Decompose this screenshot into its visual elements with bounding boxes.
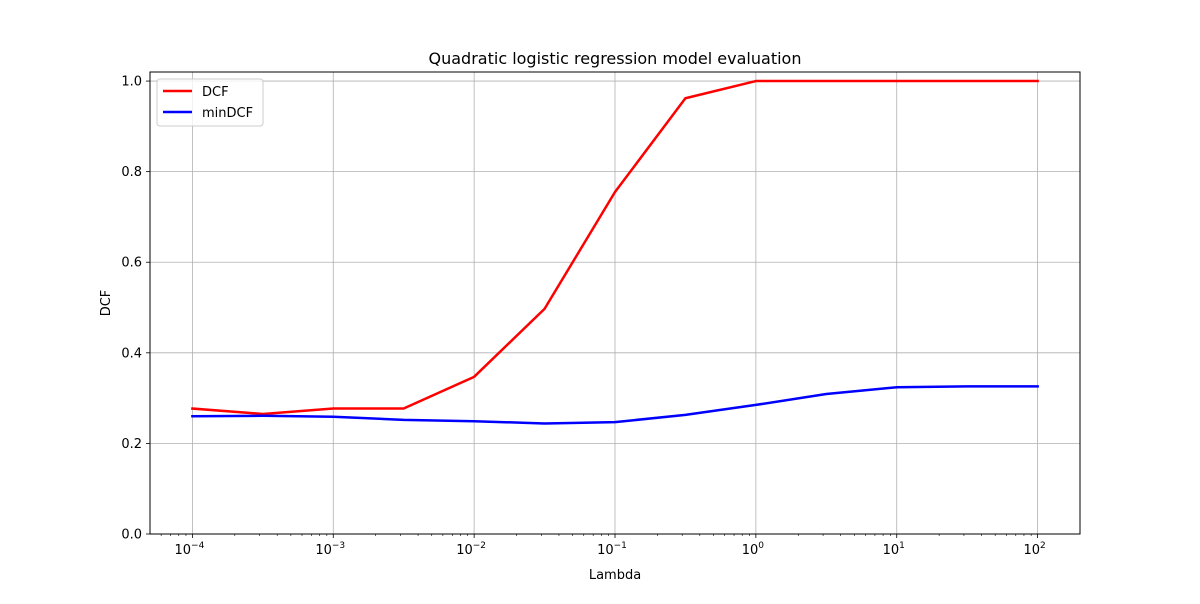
legend-label-dcf: DCF [202,85,229,100]
y-tick-label: 0.6 [121,256,142,271]
x-axis-label: Lambda [589,568,641,583]
series-line-dcf [191,79,1039,416]
y-axis-label: DCF [99,290,114,317]
series-layer [191,79,1039,425]
y-tick-label: 0.2 [121,437,142,452]
y-tick-label: 0.0 [121,528,142,543]
chart-title: Quadratic logistic regression model eval… [429,49,802,68]
legend-label-mindcf: minDCF [202,106,253,121]
y-tick-label: 1.0 [121,75,142,90]
y-tick-label: 0.8 [121,165,142,180]
series-line-mindcf [191,385,1039,425]
y-tick-label: 0.4 [121,346,142,361]
legend: DCF minDCF [156,78,264,127]
